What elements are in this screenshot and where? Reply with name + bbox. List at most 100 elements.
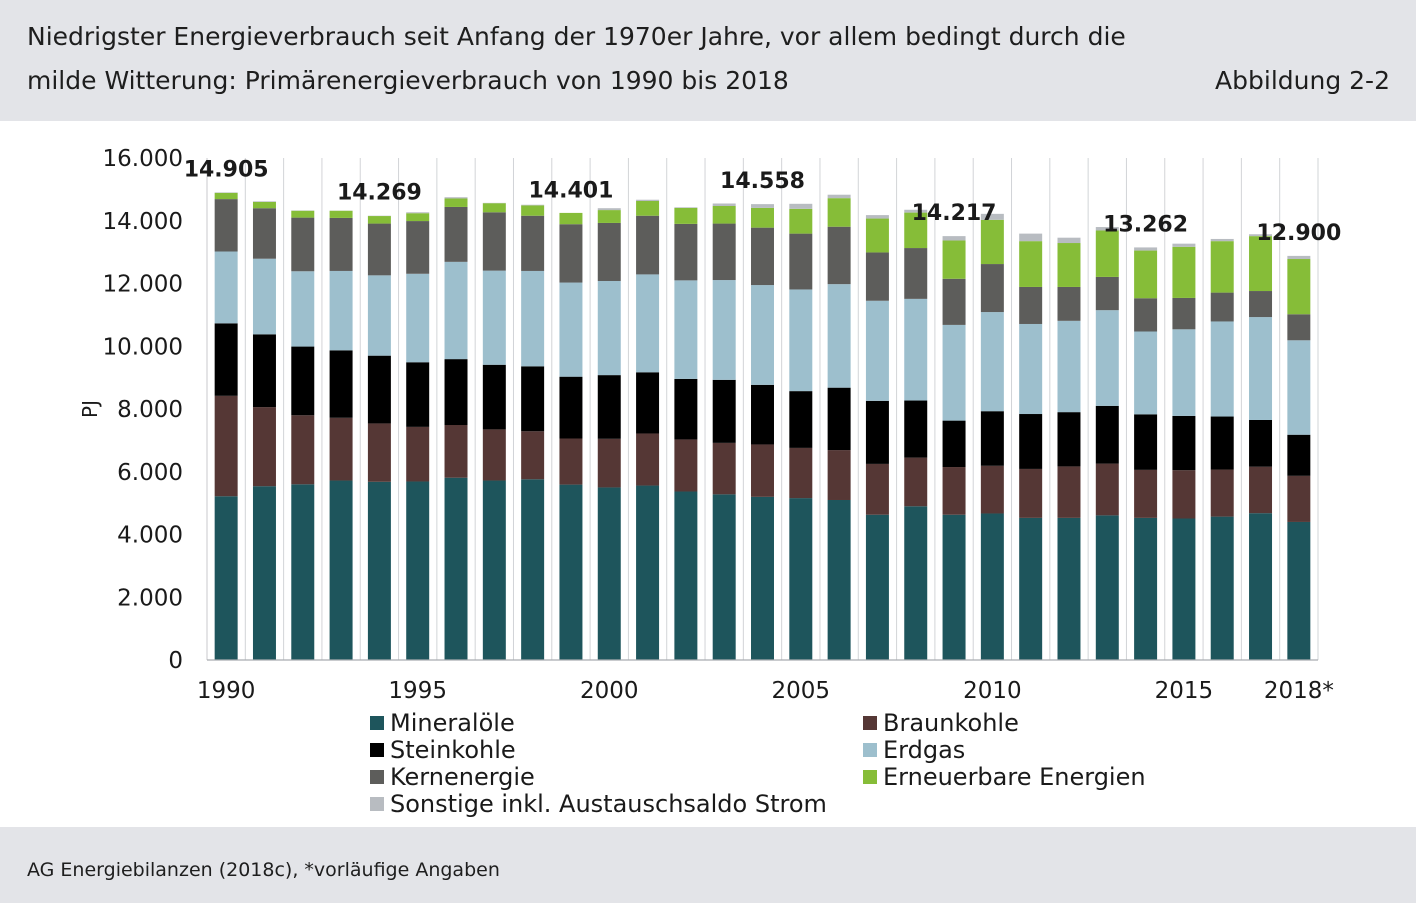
bar-segment-braunkohle: [865, 463, 889, 515]
bar-segment-sonstige-inkl-austauschsaldo-strom: [521, 204, 545, 206]
bar-segment-erdgas: [252, 258, 276, 335]
bar-segment-kernenergie: [1249, 291, 1273, 318]
y-tick-label: 4.000: [117, 523, 183, 549]
total-label: 12.900: [1256, 221, 1341, 246]
bar-segment-steinkohle: [1172, 415, 1196, 471]
bar-segment-mineralöle: [904, 506, 928, 660]
y-tick-label: 14.000: [103, 209, 183, 235]
bar-segment-sonstige-inkl-austauschsaldo-strom: [942, 236, 966, 241]
bar-segment-braunkohle: [1057, 466, 1081, 518]
bar-segment-erneuerbare-energien: [406, 213, 430, 222]
bar-segment-steinkohle: [329, 350, 353, 418]
bar-segment-erdgas: [751, 285, 774, 385]
bar-segment-braunkohle: [1019, 468, 1043, 518]
bar-segment-erneuerbare-energien: [597, 210, 621, 223]
bar-segment-sonstige-inkl-austauschsaldo-strom: [674, 207, 698, 208]
total-label: 14.217: [912, 201, 997, 226]
bar-segment-sonstige-inkl-austauschsaldo-strom: [1249, 234, 1273, 237]
bar-segment-braunkohle: [559, 438, 583, 485]
bar-segment-mineralöle: [482, 480, 506, 660]
bar-segment-erdgas: [482, 270, 506, 365]
bar-segment-erneuerbare-energien: [636, 200, 660, 216]
bar-segment-mineralöle: [1210, 516, 1234, 660]
bar-segment-erneuerbare-energien: [1095, 230, 1119, 277]
bar-segment-steinkohle: [214, 323, 238, 396]
total-label: 13.262: [1103, 212, 1188, 237]
bar-segment-steinkohle: [597, 375, 621, 439]
x-tick-label: 2010: [963, 678, 1022, 704]
bar-segment-sonstige-inkl-austauschsaldo-strom: [406, 212, 430, 214]
bar-segment-steinkohle: [712, 379, 736, 443]
bar-segment-sonstige-inkl-austauschsaldo-strom: [1172, 243, 1196, 247]
bar-segment-braunkohle: [406, 426, 430, 482]
bar-segment-erneuerbare-energien: [789, 208, 813, 234]
bar-segment-sonstige-inkl-austauschsaldo-strom: [597, 208, 621, 211]
bar-segment-kernenergie: [252, 208, 276, 259]
bar-segment-erneuerbare-energien: [291, 210, 315, 218]
bar-segment-kernenergie: [789, 233, 813, 290]
bar-segment-braunkohle: [1210, 469, 1234, 517]
bar-segment-kernenergie: [329, 217, 353, 271]
chart-panel: 0 2.000 4.000 6.000 8.000 10.000 12.000 14.000 1…: [0, 121, 1416, 827]
bar-segment-mineralöle: [597, 487, 621, 660]
bar-segment-steinkohle: [252, 334, 276, 408]
bar-segment-sonstige-inkl-austauschsaldo-strom: [904, 209, 928, 213]
x-tick-label: 2018*: [1264, 678, 1334, 704]
bar-segment-kernenergie: [1210, 292, 1234, 322]
bar-segment-steinkohle: [367, 355, 391, 424]
footer: AG Energiebilanzen (2018c), *vorläufige …: [0, 831, 1416, 903]
x-tick-label: 2015: [1155, 678, 1214, 704]
bar-segment-erdgas: [406, 273, 430, 363]
bar-segment-mineralöle: [712, 494, 736, 660]
bar-segment-braunkohle: [942, 467, 966, 515]
bar-segment-erdgas: [789, 289, 813, 392]
chart-title-line-2: milde Witterung: Primärenergieverbrauch …: [27, 66, 789, 95]
bar-segment-steinkohle: [1249, 419, 1273, 467]
bar-segment-steinkohle: [1134, 414, 1158, 470]
bar-segment-erneuerbare-energien: [1249, 236, 1273, 292]
x-tick-label: 1995: [388, 678, 447, 704]
bar-segment-erdgas: [597, 280, 621, 376]
bar-segment-mineralöle: [1095, 515, 1119, 660]
bar-segment-kernenergie: [712, 223, 736, 281]
bar-segment-mineralöle: [252, 486, 276, 660]
bar-segment-kernenergie: [942, 278, 966, 325]
total-label: 14.401: [528, 179, 613, 204]
bar-segment-erdgas: [980, 312, 1004, 412]
header: Niedrigster Energieverbrauch seit Anfang…: [0, 0, 1416, 118]
bar-segment-mineralöle: [674, 491, 698, 660]
bar-segment-sonstige-inkl-austauschsaldo-strom: [827, 194, 851, 199]
bar-segment-erdgas: [942, 324, 966, 421]
bar-segment-erdgas: [214, 251, 238, 324]
stacked-bar-chart: 0 2.000 4.000 6.000 8.000 10.000 12.000 14.000 1…: [78, 146, 1341, 704]
bar-segment-sonstige-inkl-austauschsaldo-strom: [1057, 237, 1081, 244]
bar-segment-erneuerbare-energien: [1210, 241, 1234, 293]
bar-segment-steinkohle: [559, 376, 583, 439]
bar-segment-braunkohle: [291, 415, 315, 485]
bar-segment-erdgas: [865, 300, 889, 401]
source-note: AG Energiebilanzen (2018c), *vorläufige …: [27, 859, 500, 881]
bar-segment-mineralöle: [1287, 521, 1311, 660]
bar-segment-sonstige-inkl-austauschsaldo-strom: [865, 215, 889, 219]
bar-segment-erneuerbare-energien: [674, 207, 698, 224]
y-tick-label: 12.000: [103, 272, 183, 298]
bar-segment-mineralöle: [942, 514, 966, 660]
bar-segment-kernenergie: [751, 227, 774, 286]
bar-segment-braunkohle: [980, 465, 1004, 514]
bar-segment-steinkohle: [291, 346, 315, 416]
bar-segment-sonstige-inkl-austauschsaldo-strom: [1134, 247, 1158, 251]
bar-segment-braunkohle: [521, 431, 545, 480]
bar-segment-erneuerbare-energien: [1134, 250, 1158, 299]
bar-segment-braunkohle: [904, 457, 928, 507]
bar-segment-kernenergie: [406, 221, 430, 274]
bar-segment-mineralöle: [1172, 518, 1196, 660]
bar-segment-kernenergie: [636, 215, 660, 275]
x-tick-label: 1990: [197, 678, 256, 704]
y-tick-label: 16.000: [103, 146, 183, 172]
bar-segment-erdgas: [1210, 321, 1234, 417]
bar-segment-mineralöle: [751, 496, 774, 660]
bar-segment-kernenergie: [214, 199, 238, 252]
bar-segment-mineralöle: [865, 514, 889, 660]
bar-segment-kernenergie: [1134, 298, 1158, 332]
bar-segment-kernenergie: [1287, 314, 1311, 341]
